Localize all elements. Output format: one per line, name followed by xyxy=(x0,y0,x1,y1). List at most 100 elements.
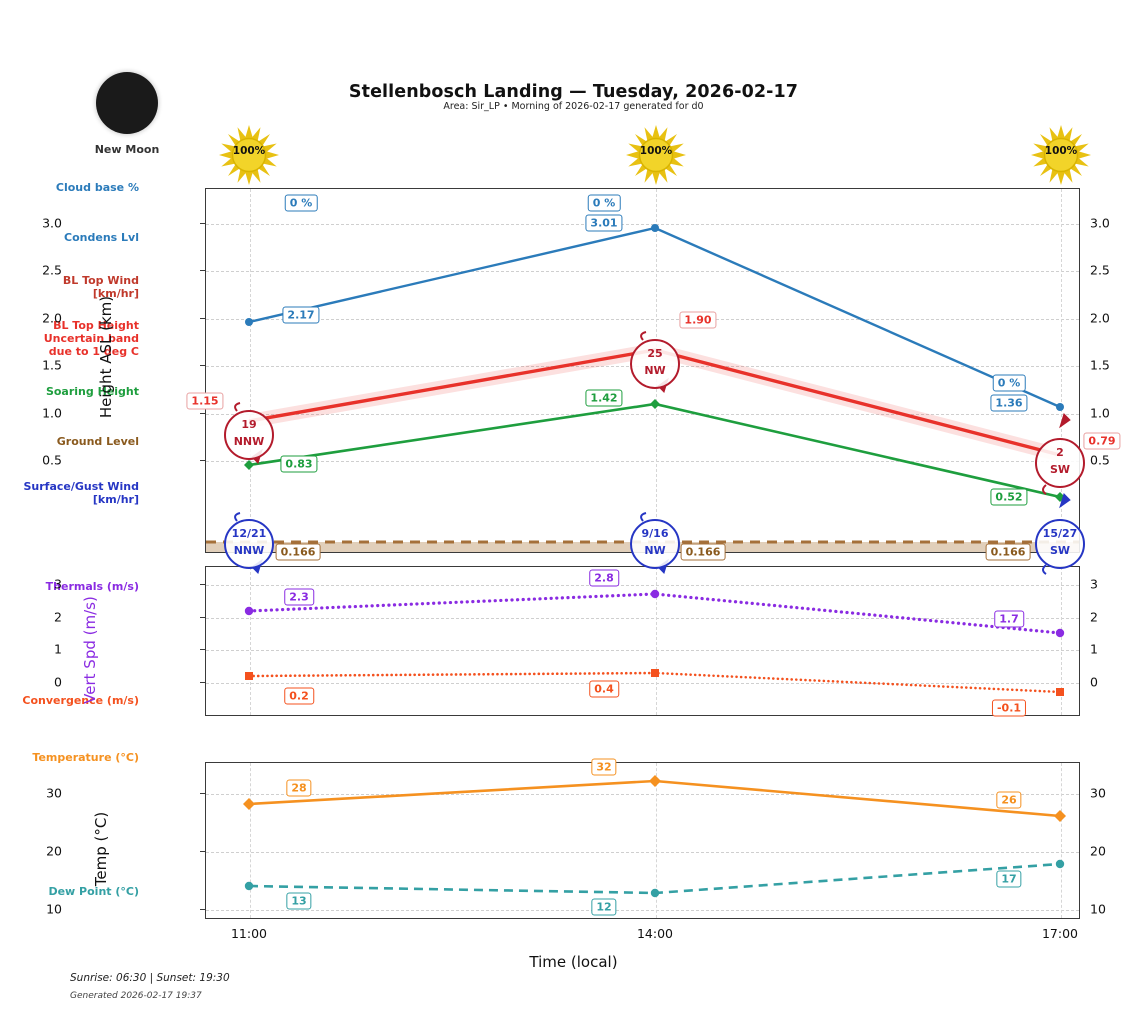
thermals-value-1100: 2.3 xyxy=(284,588,314,606)
surface-wind-dir: NW xyxy=(644,544,666,557)
temperature-value-1700: 26 xyxy=(996,791,1022,809)
row-label-condens-lvl: Condens Lvl xyxy=(64,231,139,244)
page-title: Stellenbosch Landing — Tuesday, 2026-02-… xyxy=(348,82,799,102)
surface-wind-speed: 12/21 xyxy=(231,527,267,540)
row-label-cloud-base-pct: Cloud base % xyxy=(55,181,139,194)
bl-top-wind-1700: 2 SW xyxy=(1035,438,1085,488)
thermals-value-1400: 2.8 xyxy=(589,569,619,587)
surface-wind-1100: 12/21 NNW xyxy=(224,519,274,569)
surface-wind-dir: SW xyxy=(1049,544,1071,557)
surface-wind-dir: NNW xyxy=(233,544,265,557)
bl-wind-dir: SW xyxy=(1049,463,1071,476)
dewpoint-value-1100: 13 xyxy=(286,892,312,910)
row-label-dew-point: Dew Point (°C) xyxy=(48,885,139,898)
row-label-convergence: Convergence (m/s) xyxy=(22,694,139,707)
moon-phase: New Moon xyxy=(77,72,177,156)
dewpoint-value-1700: 17 xyxy=(996,870,1022,888)
vert-ytick-r1: 1 xyxy=(1090,641,1098,657)
bl-top-wind-1400: 25 NW xyxy=(630,339,680,389)
vert-ytick-r2: 2 xyxy=(1090,609,1098,624)
temp-ytick-0: 10 xyxy=(46,901,62,916)
sun-icon-1700: 100% xyxy=(1024,124,1098,186)
row-label-temperature: Temperature (°C) xyxy=(32,751,139,764)
surface-wind-1700: 15/27 SW xyxy=(1035,519,1085,569)
condens-value-1700: 1.36 xyxy=(990,394,1028,412)
convergence-value-1400: 0.4 xyxy=(589,680,619,698)
vert-ytick-3: 3 xyxy=(54,576,62,592)
generated-footer: Generated 2026-02-17 19:37 xyxy=(70,991,202,1001)
temperature-value-1100: 28 xyxy=(286,779,312,797)
ground-value-1700: 0.166 xyxy=(985,543,1031,561)
main-ytick-1: 1.0 xyxy=(42,405,62,420)
temperature-panel xyxy=(205,762,1080,919)
main-ytick-0: 0.5 xyxy=(42,452,62,468)
vert-y-axis-label: Vert Spd (m/s) xyxy=(81,596,99,704)
vert-ytick-2: 2 xyxy=(54,609,62,624)
convergence-value-1100: 0.2 xyxy=(284,687,314,705)
sun-percent-label: 100% xyxy=(639,145,673,157)
main-ytick-3: 2.0 xyxy=(42,310,62,325)
bl-wind-dir: NNW xyxy=(233,435,265,448)
vert-ytick-0: 0 xyxy=(54,674,62,689)
bl-wind-speed: 2 xyxy=(1056,446,1064,459)
soaring-value-1700: 0.52 xyxy=(990,488,1028,506)
main-y-axis-label: Height ASL (km) xyxy=(97,295,115,419)
main-ytick-r0: 0.5 xyxy=(1090,452,1110,468)
row-label-surface-gust-wind: Surface/Gust Wind [km/hr] xyxy=(23,480,140,506)
ground-value-1400: 0.166 xyxy=(680,543,726,561)
bl-top-value-1100: 1.15 xyxy=(186,392,224,410)
thermals-value-1700: 1.7 xyxy=(994,610,1024,628)
condens-value-1400: 3.01 xyxy=(585,214,623,232)
cloud-pct-label-1100: 0 % xyxy=(284,194,318,212)
temp-ytick-1: 20 xyxy=(46,843,62,858)
convergence-value-1700: -0.1 xyxy=(991,699,1027,717)
main-ytick-5: 3.0 xyxy=(42,215,62,230)
temp-ytick-r1: 20 xyxy=(1090,843,1106,858)
vert-ytick-r0: 0 xyxy=(1090,674,1098,689)
sun-percent-label: 100% xyxy=(232,145,266,157)
bl-wind-dir: NW xyxy=(644,364,666,377)
row-label-soaring-height: Soaring Height xyxy=(45,385,139,398)
temp-ytick-2: 30 xyxy=(46,785,62,800)
vert-speed-panel xyxy=(205,566,1080,716)
soaring-value-1400: 1.42 xyxy=(585,389,623,407)
main-ytick-2: 1.5 xyxy=(42,357,62,373)
sun-percent-label: 100% xyxy=(1044,145,1078,157)
main-ytick-r4: 2.5 xyxy=(1090,262,1110,278)
main-ytick-4: 2.5 xyxy=(42,262,62,278)
xtick-1100: 11:00 xyxy=(230,926,268,941)
bl-top-value-1400: 1.90 xyxy=(679,311,717,329)
surface-wind-1400: 9/16 NW xyxy=(630,519,680,569)
bl-wind-speed: 25 xyxy=(647,347,663,360)
row-label-bl-top-height: BL Top Height Uncertain band due to 1 de… xyxy=(43,319,139,358)
cloud-pct-label-1400: 0 % xyxy=(587,194,621,212)
moon-phase-label: New Moon xyxy=(94,143,160,156)
surface-wind-speed: 15/27 xyxy=(1042,527,1078,540)
vert-ytick-1: 1 xyxy=(54,641,62,657)
sun-icon-1400: 100% xyxy=(619,124,693,186)
new-moon-icon xyxy=(96,72,158,134)
temp-ytick-r2: 30 xyxy=(1090,785,1106,800)
main-ytick-r5: 3.0 xyxy=(1090,215,1110,230)
xtick-1700: 17:00 xyxy=(1041,926,1079,941)
temp-y-axis-label: Temp (°C) xyxy=(92,811,110,887)
sun-times-footer: Sunrise: 06:30 | Sunset: 19:30 xyxy=(70,972,230,984)
cloud-pct-label-1700: 0 % xyxy=(992,374,1026,392)
temperature-value-1400: 32 xyxy=(591,758,617,776)
vert-ytick-r3: 3 xyxy=(1090,576,1098,592)
dewpoint-value-1400: 12 xyxy=(591,898,617,916)
temp-ytick-r0: 10 xyxy=(1090,901,1106,916)
bl-wind-speed: 19 xyxy=(241,418,257,431)
ground-value-1100: 0.166 xyxy=(275,543,321,561)
page-subtitle: Area: Sir_LP • Morning of 2026-02-17 gen… xyxy=(443,101,704,112)
xtick-1400: 14:00 xyxy=(636,926,674,941)
row-label-bl-top-wind: BL Top Wind [km/hr] xyxy=(62,274,139,300)
x-axis-label: Time (local) xyxy=(529,953,618,971)
bl-top-value-1700: 0.79 xyxy=(1083,432,1121,450)
condens-value-1100: 2.17 xyxy=(282,306,320,324)
main-ytick-r1: 1.0 xyxy=(1090,405,1110,420)
bl-top-wind-1100: 19 NNW xyxy=(224,410,274,460)
soaring-value-1100: 0.83 xyxy=(280,455,318,473)
main-ytick-r2: 1.5 xyxy=(1090,357,1110,373)
sun-icon-1100: 100% xyxy=(212,124,286,186)
